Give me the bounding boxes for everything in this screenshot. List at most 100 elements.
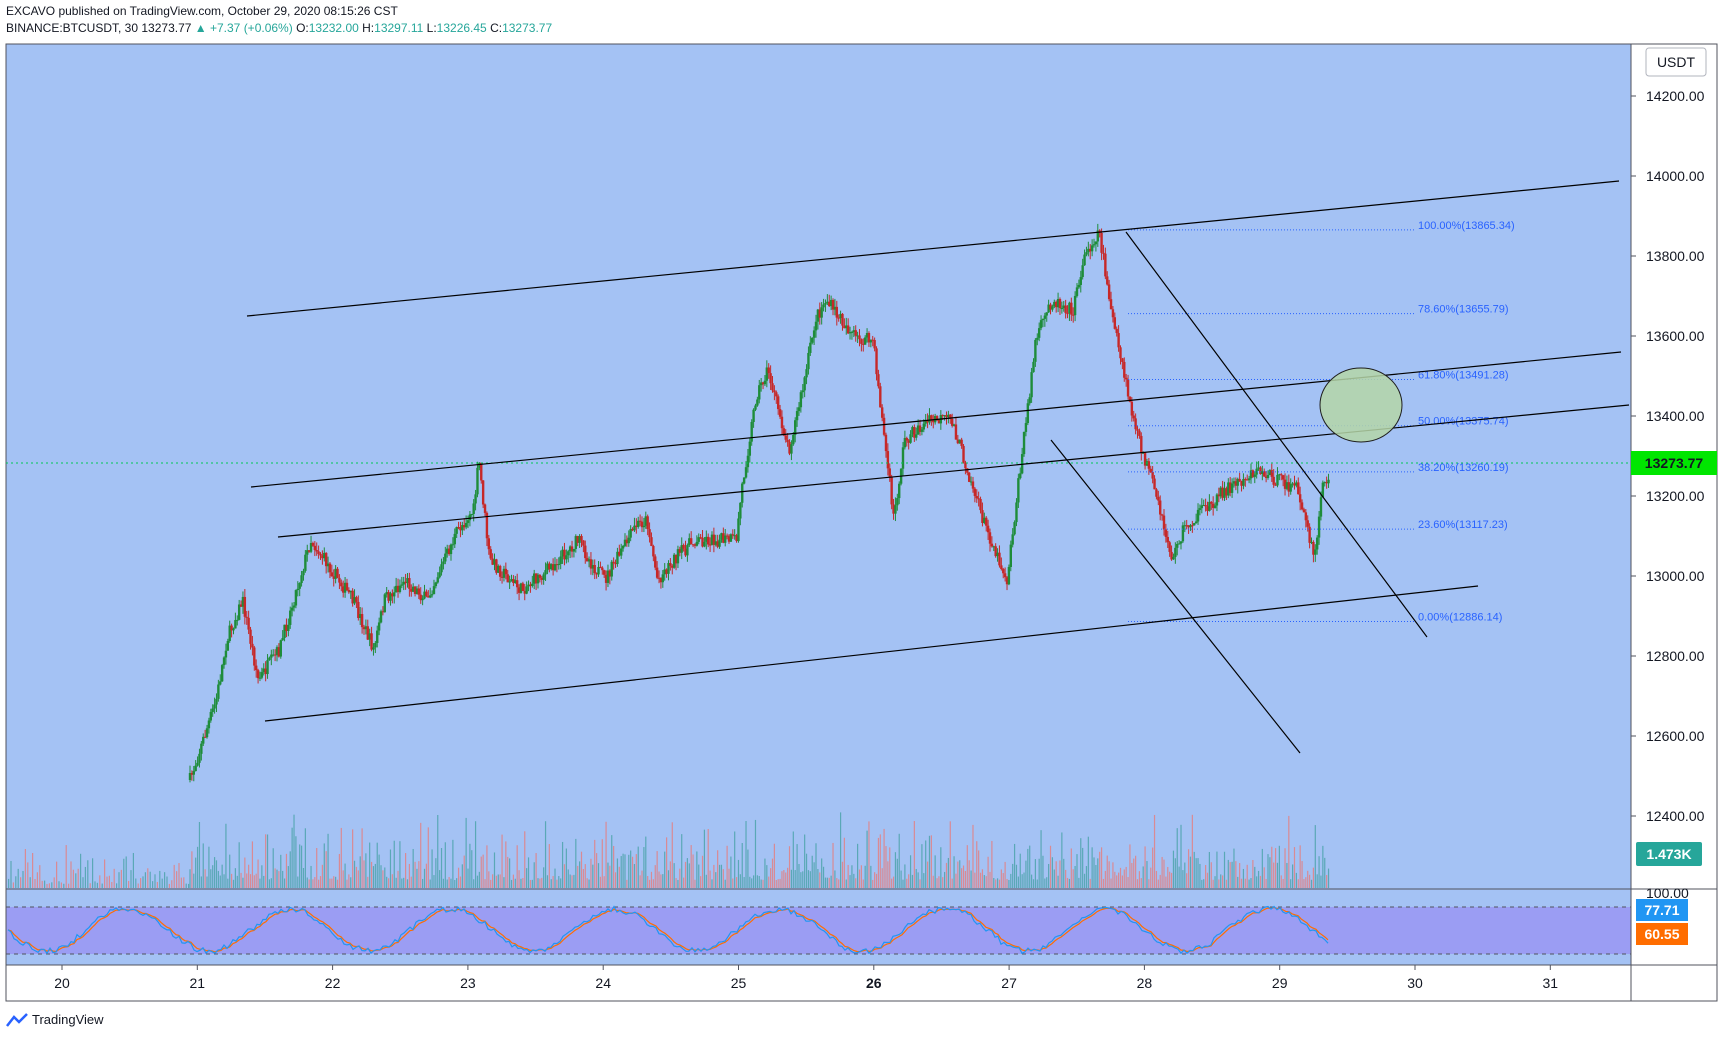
volume-bar xyxy=(804,834,806,888)
close-value: 13273.77 xyxy=(502,21,553,35)
volume-bar xyxy=(217,870,219,888)
candle-body xyxy=(837,317,840,319)
volume-bar xyxy=(1129,844,1131,888)
candle-body xyxy=(631,528,634,531)
price-tick-label: 13800.00 xyxy=(1646,248,1705,264)
candle-body xyxy=(585,558,589,562)
volume-bar xyxy=(1265,878,1267,888)
volume-bar xyxy=(548,844,550,888)
candle-body xyxy=(1263,471,1266,477)
volume-bar xyxy=(189,869,191,888)
tradingview-brand[interactable]: TradingView xyxy=(6,1012,104,1027)
volume-bar xyxy=(1017,876,1019,888)
volume-bar xyxy=(1248,879,1250,888)
candle-body xyxy=(474,494,477,504)
volume-bar xyxy=(56,861,58,888)
volume-bar xyxy=(1119,867,1122,888)
candle-body xyxy=(689,538,693,545)
volume-bar xyxy=(722,869,724,888)
currency-box[interactable] xyxy=(1645,47,1707,77)
candle-body xyxy=(684,548,687,556)
volume-bar xyxy=(809,871,811,888)
candle-body xyxy=(377,622,381,631)
candle-body xyxy=(557,564,560,566)
candle-body xyxy=(440,564,443,573)
candle-body xyxy=(1283,479,1287,489)
volume-bar xyxy=(1231,861,1233,888)
volume-bar xyxy=(768,876,770,888)
candle-body xyxy=(480,462,483,481)
volume-bar xyxy=(771,858,774,888)
candle-body xyxy=(788,442,791,454)
volume-bar xyxy=(34,878,36,888)
candle-body xyxy=(595,573,598,575)
volume-bar xyxy=(985,876,987,888)
candle-body xyxy=(209,711,213,721)
volume-bar xyxy=(531,879,533,888)
candle-body xyxy=(311,543,315,546)
candle-body xyxy=(867,333,871,343)
volume-bar xyxy=(1218,879,1220,888)
volume-bar xyxy=(936,878,938,888)
volume-bar xyxy=(1257,870,1260,888)
volume-bar xyxy=(289,851,291,888)
candle-body xyxy=(326,563,330,567)
candle-body xyxy=(1032,361,1035,373)
candle-body xyxy=(657,577,661,579)
volume-bar xyxy=(1223,851,1226,888)
volume-bar xyxy=(308,879,310,888)
volume-bar xyxy=(497,874,499,888)
volume-bar xyxy=(36,872,38,888)
candle-body xyxy=(589,559,593,569)
candle-body xyxy=(281,637,284,641)
candle-body xyxy=(697,537,700,542)
candle-body xyxy=(877,374,880,387)
candle-body xyxy=(457,527,460,529)
main-pane[interactable] xyxy=(6,44,1631,889)
trend-lines[interactable] xyxy=(246,180,1630,754)
volume-bar xyxy=(590,858,592,888)
volume-bar xyxy=(734,831,736,888)
volume-bar xyxy=(805,853,808,888)
volume-bar xyxy=(68,883,70,888)
symbol-name[interactable]: BINANCE:BTCUSDT, 30 xyxy=(6,21,139,35)
volume-bar xyxy=(620,856,622,888)
candle-body xyxy=(597,566,600,575)
volume-bar xyxy=(96,882,98,888)
candle-body xyxy=(707,536,710,545)
candle-body xyxy=(584,545,587,559)
candle-body xyxy=(1176,543,1179,548)
volume-bar xyxy=(403,877,405,888)
candle-body xyxy=(1015,502,1018,523)
volume-bar xyxy=(238,842,240,888)
candle-body xyxy=(1164,529,1168,537)
volume-bar xyxy=(894,852,897,888)
candle-body xyxy=(725,535,729,537)
candle-body xyxy=(954,424,958,440)
candle-body xyxy=(769,373,772,384)
time-axis[interactable] xyxy=(6,965,1631,1001)
candle-body xyxy=(1017,478,1020,503)
candle-body xyxy=(1162,515,1166,530)
candle-body xyxy=(398,585,402,592)
volume-bar xyxy=(1114,871,1116,888)
brand-label: TradingView xyxy=(32,1012,104,1027)
candle-body xyxy=(370,633,373,650)
price-axis[interactable] xyxy=(1631,44,1717,1001)
volume-bar xyxy=(717,850,719,888)
mid-channel-line-1 xyxy=(250,351,1622,488)
candle-body xyxy=(1302,509,1306,513)
volume-bar xyxy=(493,852,496,888)
candle-body xyxy=(915,434,918,438)
volume-bar xyxy=(609,865,611,888)
candle-body xyxy=(321,555,324,559)
candle-body xyxy=(574,536,578,549)
volume-bar xyxy=(1290,879,1292,888)
target-zone-ellipse[interactable] xyxy=(1319,367,1403,443)
candle-body xyxy=(1297,482,1300,495)
stoch-d-badge-text: 60.55 xyxy=(1644,926,1679,942)
volume-bar xyxy=(1322,845,1324,888)
volume-bar xyxy=(456,878,458,888)
volume-bar xyxy=(872,879,874,888)
